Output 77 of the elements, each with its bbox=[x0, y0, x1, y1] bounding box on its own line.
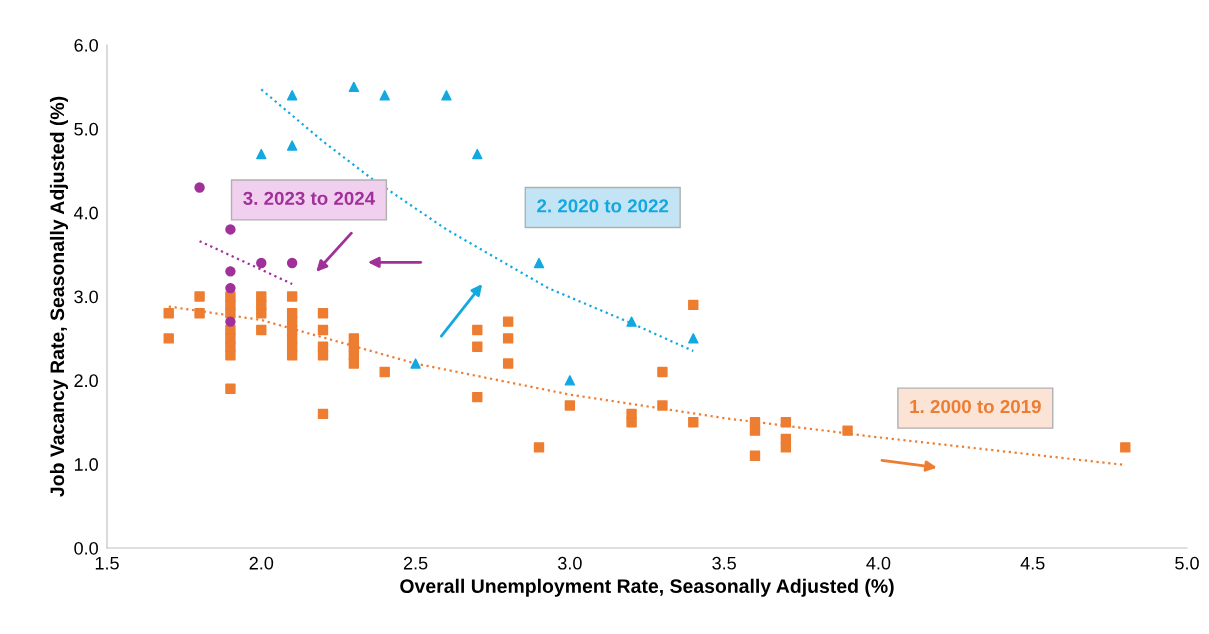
point bbox=[688, 417, 699, 428]
point bbox=[379, 366, 390, 378]
point bbox=[1120, 442, 1131, 453]
point bbox=[502, 316, 514, 327]
point bbox=[688, 299, 699, 311]
point bbox=[780, 417, 792, 428]
point bbox=[256, 148, 267, 160]
point bbox=[225, 383, 236, 394]
point bbox=[657, 400, 668, 411]
point bbox=[842, 425, 853, 436]
point bbox=[348, 358, 360, 369]
point bbox=[441, 90, 452, 101]
point bbox=[626, 417, 637, 428]
point bbox=[194, 291, 205, 302]
point bbox=[317, 349, 329, 361]
point bbox=[749, 425, 761, 436]
point bbox=[749, 450, 761, 461]
point bbox=[256, 308, 267, 319]
point bbox=[317, 408, 329, 420]
point bbox=[502, 333, 514, 344]
point bbox=[225, 282, 236, 294]
point bbox=[472, 391, 483, 403]
x-tick-label: 4.0 bbox=[866, 556, 891, 570]
y-tick-label: 1.0 bbox=[74, 458, 98, 471]
point bbox=[317, 308, 329, 319]
point bbox=[472, 324, 483, 336]
text: 1. 2000 to 2019 bbox=[910, 399, 1041, 414]
point bbox=[379, 90, 390, 101]
point bbox=[163, 333, 174, 344]
y-tick-label: 0.0 bbox=[74, 541, 98, 555]
point bbox=[472, 148, 483, 160]
point bbox=[502, 358, 514, 369]
point bbox=[286, 140, 298, 151]
x-axis-title: Overall Unemployment Rate, Seasonally Adjusted (%) bbox=[400, 578, 894, 597]
y-tick-label: 2.0 bbox=[74, 374, 98, 388]
point bbox=[533, 442, 545, 453]
point bbox=[348, 81, 360, 93]
point bbox=[780, 442, 792, 453]
point bbox=[194, 182, 205, 193]
x-tick-label: 3.0 bbox=[558, 556, 582, 570]
point bbox=[286, 90, 298, 101]
point bbox=[286, 257, 298, 269]
point bbox=[225, 349, 236, 361]
x-tick-label: 4.5 bbox=[1020, 557, 1045, 570]
point bbox=[194, 308, 205, 319]
y-tick-label: 3.0 bbox=[74, 290, 98, 304]
series-label: 3. 2023 to 2024 bbox=[243, 191, 376, 205]
x-tick-label: 1.5 bbox=[95, 557, 119, 570]
line-series bbox=[260, 88, 695, 353]
point bbox=[657, 366, 668, 378]
y-tick-label: 6.0 bbox=[74, 38, 98, 52]
y-tick-label: 5.0 bbox=[74, 122, 98, 136]
x-tick-label: 2.0 bbox=[249, 556, 274, 570]
x-tick-label: 2.5 bbox=[403, 556, 428, 570]
point bbox=[533, 257, 545, 269]
point bbox=[626, 316, 637, 327]
point bbox=[564, 400, 576, 411]
point bbox=[256, 324, 267, 336]
point bbox=[688, 333, 699, 344]
point bbox=[225, 308, 236, 319]
point bbox=[225, 224, 236, 235]
y-axis-title: Job Vacancy Rate, Seasonally Adjusted (%) bbox=[49, 96, 69, 497]
text: 2. 2020 to 2022 bbox=[537, 199, 669, 213]
point bbox=[225, 266, 236, 277]
point bbox=[317, 324, 329, 336]
point bbox=[564, 375, 576, 386]
point bbox=[163, 308, 174, 319]
point bbox=[256, 257, 267, 269]
y-tick-label: 4.0 bbox=[73, 206, 98, 220]
point bbox=[286, 291, 298, 302]
point bbox=[225, 316, 236, 327]
x-tick-label: 3.5 bbox=[712, 556, 736, 570]
point bbox=[286, 349, 298, 361]
point bbox=[225, 333, 236, 344]
point bbox=[410, 358, 421, 369]
x-tick-label: 5.0 bbox=[1175, 556, 1199, 570]
point bbox=[472, 341, 483, 352]
